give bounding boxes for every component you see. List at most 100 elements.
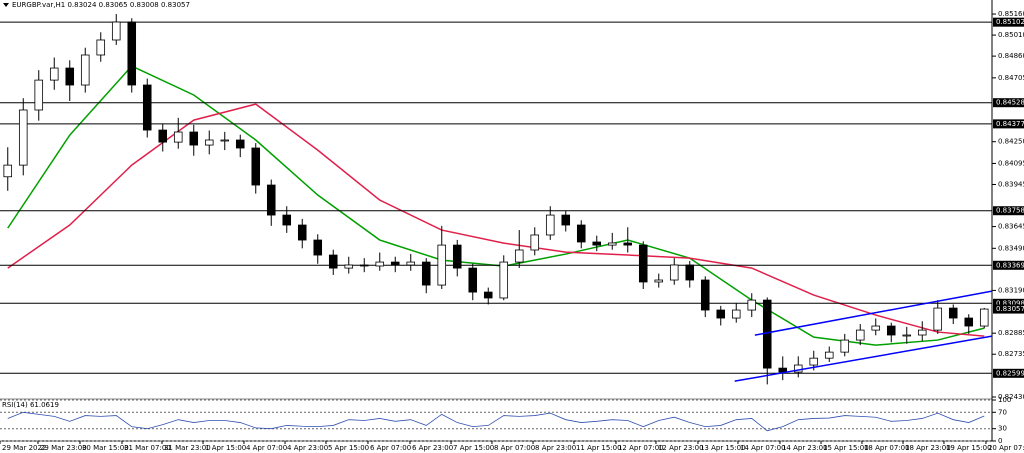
candle-body [437, 244, 447, 286]
candle-body [65, 67, 75, 86]
x-tick-label: 31 Mar 23:00 [164, 444, 211, 452]
candle-body [840, 339, 850, 353]
x-tick-label: 8 Apr 23:00 [535, 444, 576, 452]
candle-body [111, 21, 121, 41]
x-tick-label: 5 Apr 15:00 [328, 444, 369, 452]
candle-body [406, 261, 416, 266]
candle-body [824, 351, 834, 359]
x-tick-label: 11 Apr 15:00 [576, 444, 622, 452]
candle-body [297, 224, 307, 241]
rsi-line [7, 411, 985, 432]
level-label: 0.83758 [996, 207, 1024, 215]
x-tick-label: 4 Apr 23:00 [287, 444, 328, 452]
candle-body [189, 131, 199, 146]
candle-body [96, 39, 106, 56]
candle-body [18, 109, 28, 166]
candle-body [328, 254, 338, 269]
candle-body [127, 21, 137, 86]
x-tick-label: 4 Apr 07:00 [246, 444, 287, 452]
x-tick-label: 19 Apr 15:00 [946, 444, 992, 452]
y-tick-label: 0.84095 [998, 159, 1024, 167]
x-tick-label: 13 Apr 15:00 [700, 444, 746, 452]
candle-body [359, 264, 369, 267]
candle-body [917, 329, 927, 336]
y-tick-label: 0.83945 [998, 180, 1024, 188]
x-tick-label: 7 Apr 15:00 [453, 444, 494, 452]
candle-body [685, 264, 695, 281]
x-tick-label: 12 Apr 07:00 [618, 444, 664, 452]
candle-body [158, 129, 168, 143]
candle-body [747, 299, 757, 311]
candle-body [871, 325, 881, 331]
y-tick-label: 0.82885 [998, 329, 1024, 337]
x-tick-label: 18 Apr 07:00 [864, 444, 910, 452]
candle-body [979, 308, 989, 327]
x-tick-label: 14 Apr 07:00 [740, 444, 786, 452]
candle-body [204, 139, 214, 146]
last-price-box [993, 304, 1024, 314]
moving-average [7, 103, 985, 337]
x-tick-label: 18 Apr 23:00 [905, 444, 951, 452]
level-label-box [993, 98, 1024, 108]
candle-body [421, 261, 431, 286]
candle-body [545, 214, 555, 236]
level-label-box [993, 206, 1024, 216]
candle-body [623, 242, 633, 246]
x-tick-label: 29 Mar 23:00 [40, 444, 87, 452]
level-label: 0.84528 [996, 99, 1024, 107]
channel-line [754, 290, 993, 336]
candle-body [3, 164, 13, 178]
candle-body [251, 147, 261, 186]
candle-body [390, 261, 400, 266]
x-tick-label: 14 Apr 23:00 [782, 444, 828, 452]
candle-body [468, 267, 478, 293]
candle-body [669, 264, 679, 281]
candle-body [607, 242, 617, 246]
candle-body [716, 309, 726, 319]
level-label-box [993, 368, 1024, 378]
level-label-box [993, 298, 1024, 308]
level-label-box [993, 17, 1024, 27]
candle-body [933, 307, 943, 331]
candle-body [142, 84, 152, 131]
rsi-title: RSI(14) 61.0619 [2, 401, 59, 409]
level-label: 0.84377 [996, 120, 1024, 128]
x-tick-label: 30 Mar 15:00 [82, 444, 129, 452]
y-tick-label: 30 [998, 425, 1007, 433]
candle-body [638, 244, 648, 283]
x-tick-label: 31 Mar 07:00 [124, 444, 171, 452]
x-tick-label: 20 Apr 07:00 [988, 444, 1024, 452]
channel-line [734, 335, 993, 382]
candle-body [902, 334, 912, 337]
candle-body [375, 261, 385, 267]
candle-body [235, 139, 245, 149]
candle-body [282, 214, 292, 226]
level-label: 0.85102 [996, 18, 1024, 26]
candle-body [530, 234, 540, 251]
x-tick-label: 1 Apr 15:00 [205, 444, 246, 452]
level-label: 0.83369 [996, 261, 1024, 269]
candle-body [576, 224, 586, 243]
candle-body [34, 79, 44, 111]
candle-body [220, 139, 230, 142]
candle-body [592, 241, 602, 246]
level-label-box [993, 119, 1024, 129]
chart-title: EURGBP.var,H1 0.83024 0.83065 0.83008 0.… [12, 1, 190, 9]
y-tick-label: 70 [998, 408, 1007, 416]
y-tick-label: 0 [998, 437, 1002, 445]
x-tick-label: 6 Apr 23:00 [412, 444, 453, 452]
candle-body [654, 279, 664, 283]
candle-body [313, 239, 323, 256]
candle-body [499, 261, 509, 299]
candle-body [778, 367, 788, 373]
candle-body [700, 279, 710, 311]
candle-body [173, 131, 183, 143]
candle-body [855, 329, 865, 341]
y-tick-label: 100 [998, 396, 1011, 404]
